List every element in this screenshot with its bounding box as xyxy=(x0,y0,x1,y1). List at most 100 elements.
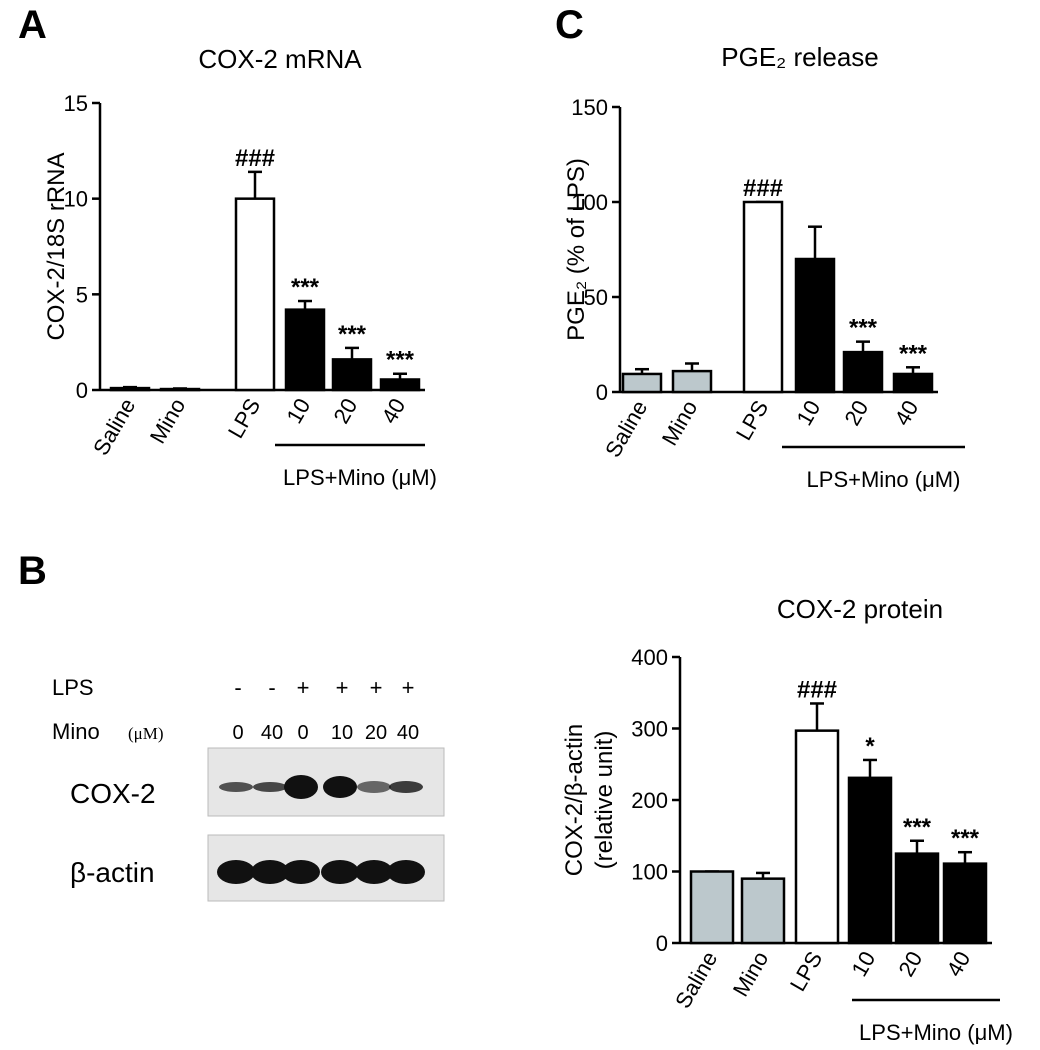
bar xyxy=(621,372,663,394)
y-tick-label: 300 xyxy=(631,717,668,742)
x-tick-label: 10 xyxy=(791,396,825,430)
mino-dose: 40 xyxy=(397,722,419,744)
bar xyxy=(742,200,784,394)
x-tick-label: 40 xyxy=(941,947,975,981)
significance: *** xyxy=(291,274,320,301)
panel-label: A xyxy=(18,3,47,47)
bar xyxy=(892,372,934,394)
mino-dose: 0 xyxy=(297,722,308,744)
y-tick-label: 0 xyxy=(656,931,668,956)
mino-dose: 40 xyxy=(261,722,283,744)
y-tick-label: 400 xyxy=(631,645,668,670)
x-tick-label: LPS xyxy=(223,394,265,443)
band xyxy=(219,782,253,792)
band xyxy=(357,781,391,793)
y-axis-label: COX-2/β-actin xyxy=(561,724,588,877)
lps-sign: + xyxy=(370,675,383,700)
x-tick-label: 10 xyxy=(281,394,315,428)
y-tick-label: 0 xyxy=(596,380,608,405)
mino-dose: 20 xyxy=(365,722,387,744)
blot-row-unit: (μM) xyxy=(128,724,164,743)
significance: *** xyxy=(899,340,928,367)
x-tick-label: 40 xyxy=(889,396,923,430)
x-tick-label: 20 xyxy=(328,394,362,428)
band xyxy=(282,860,320,884)
chart-title: COX-2 protein xyxy=(777,594,943,624)
y-axis-label: COX-2/18S rRNA xyxy=(43,152,70,340)
band xyxy=(321,860,359,884)
x-tick-label: 20 xyxy=(839,396,873,430)
x-tick-label: LPS xyxy=(785,947,827,996)
x-tick-label: Mino xyxy=(145,394,190,448)
bar xyxy=(379,378,421,392)
significance: *** xyxy=(338,321,367,348)
panel-label: B xyxy=(18,549,47,593)
band xyxy=(217,860,255,884)
x-tick-label: 10 xyxy=(846,947,880,981)
chart-title: COX-2 mRNA xyxy=(198,44,362,74)
significance: * xyxy=(865,733,875,760)
panel-label: C xyxy=(555,3,584,47)
mino-dose: 10 xyxy=(331,722,353,744)
band xyxy=(389,781,423,793)
y-tick-label: 0 xyxy=(76,378,88,403)
significance: *** xyxy=(903,814,932,841)
significance: *** xyxy=(386,347,415,374)
band xyxy=(323,776,357,798)
y-tick-label: 10 xyxy=(64,187,88,212)
band xyxy=(387,860,425,884)
lps-sign: + xyxy=(336,675,349,700)
y-tick-label: 100 xyxy=(631,860,668,885)
bar xyxy=(689,870,735,945)
bar xyxy=(740,877,786,945)
band xyxy=(355,860,393,884)
y-tick-label: 100 xyxy=(571,190,608,215)
band-label: β-actin xyxy=(70,857,155,888)
band-label: COX-2 xyxy=(70,778,156,809)
y-axis-label: PGE₂ (% of LPS) xyxy=(563,158,590,341)
significance: *** xyxy=(849,315,878,342)
lps-sign: - xyxy=(234,675,241,700)
bar xyxy=(284,308,326,392)
bar xyxy=(842,350,884,394)
bar xyxy=(794,729,840,945)
x-tick-label: LPS xyxy=(731,396,773,445)
group-label: LPS+Mino (μM) xyxy=(283,465,437,490)
x-tick-label: Mino xyxy=(657,396,702,450)
bar xyxy=(159,387,201,392)
band xyxy=(251,860,289,884)
y-tick-label: 50 xyxy=(584,285,608,310)
y-tick-label: 150 xyxy=(571,95,608,120)
x-tick-label: 20 xyxy=(893,947,927,981)
bar xyxy=(671,369,713,394)
x-tick-label: Saline xyxy=(600,396,652,461)
band xyxy=(284,775,318,799)
significance: *** xyxy=(951,825,980,852)
group-label: LPS+Mino (μM) xyxy=(807,467,961,492)
x-tick-label: Saline xyxy=(670,947,722,1012)
x-tick-label: Mino xyxy=(728,947,773,1001)
y-axis-label: (relative unit) xyxy=(591,731,618,870)
bar xyxy=(331,358,373,392)
significance: ### xyxy=(797,676,837,703)
chart-title: PGE₂ release xyxy=(721,42,879,72)
y-tick-label: 200 xyxy=(631,788,668,813)
lps-sign: + xyxy=(297,675,310,700)
bar xyxy=(942,862,988,945)
lps-sign: + xyxy=(402,675,415,700)
y-tick-label: 15 xyxy=(64,91,88,116)
group-label: LPS+Mino (μM) xyxy=(859,1020,1013,1045)
significance: ### xyxy=(743,175,783,202)
x-tick-label: Saline xyxy=(88,394,140,459)
band xyxy=(253,782,287,792)
bar xyxy=(894,852,940,945)
x-tick-label: 40 xyxy=(376,394,410,428)
mino-dose: 0 xyxy=(232,722,243,744)
blot-row-label: Mino xyxy=(52,719,100,744)
blot-row-label: LPS xyxy=(52,675,94,700)
lps-sign: - xyxy=(268,675,275,700)
y-tick-label: 5 xyxy=(76,282,88,307)
bar xyxy=(109,386,151,392)
bar xyxy=(234,197,276,392)
